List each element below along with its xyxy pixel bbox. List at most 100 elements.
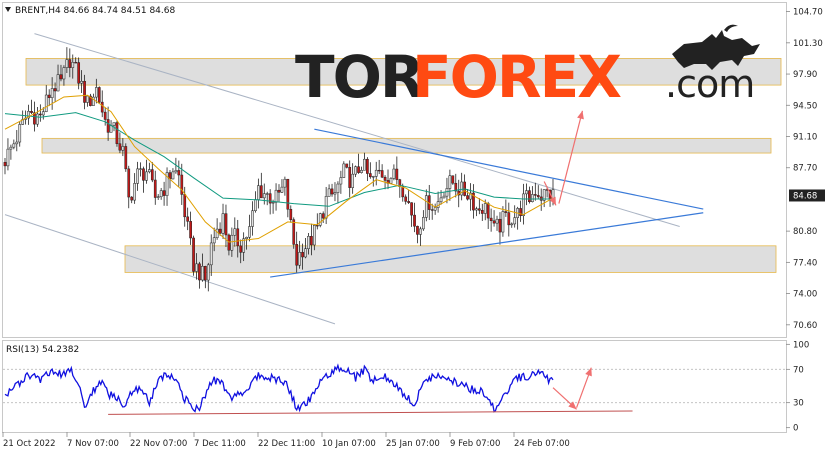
candle-body [215, 228, 219, 238]
candle-body [195, 263, 198, 272]
candle-body [248, 226, 251, 238]
candle-body [127, 168, 131, 198]
candle-body [59, 74, 63, 80]
candle-body [189, 221, 192, 239]
candle-body [401, 186, 405, 198]
moving-averages [4, 94, 554, 243]
candle-body [292, 219, 296, 245]
candle-body [115, 122, 119, 144]
rsi-panel-frame [2, 340, 787, 433]
price-tick-label: 70.60 [793, 321, 817, 331]
candle-body [30, 110, 33, 113]
forecast-arrows [543, 110, 584, 206]
candle-body [542, 189, 546, 201]
candle-body [6, 148, 10, 167]
candle-body [351, 173, 355, 188]
candle-body [354, 166, 357, 175]
candlesticks [3, 47, 555, 292]
rsi-header: RSI(13) 54.2382 [6, 345, 79, 355]
candle-body [501, 211, 505, 233]
candle-body [124, 146, 128, 170]
candle-body [153, 179, 157, 198]
price-tick-label: 87.70 [793, 164, 817, 174]
candle-body [159, 190, 163, 198]
candle-body [430, 209, 434, 211]
price-tick-label: 97.90 [793, 70, 817, 80]
candle-body [209, 242, 213, 266]
candle-body [513, 217, 517, 225]
panel-collapse-icon[interactable] [5, 7, 11, 12]
candle-body [307, 236, 310, 249]
candle-body [192, 237, 195, 272]
candle-body [486, 203, 490, 219]
candle-body [9, 146, 13, 150]
resistance-zone [41, 137, 772, 154]
candle-body [112, 122, 116, 126]
candle-body [230, 234, 234, 251]
trendline [270, 212, 704, 278]
candle-body [483, 203, 487, 214]
candle-body [363, 158, 366, 171]
time-tick-label: 22 Nov 07:00 [130, 439, 187, 449]
candle-body [525, 190, 528, 195]
candle-body [271, 202, 275, 204]
trendline [314, 128, 704, 210]
candle-body [422, 217, 425, 230]
candle-body [395, 168, 399, 180]
candle-body [345, 163, 349, 168]
candle-body [357, 166, 360, 173]
candle-body [18, 124, 22, 143]
candle-body [171, 171, 175, 180]
time-tick-label: 24 Feb 07:00 [514, 439, 570, 449]
candle-body [416, 225, 419, 235]
candle-body [89, 95, 92, 106]
price-tick-label: 80.80 [793, 227, 817, 237]
candle-body [472, 192, 475, 211]
logo-tor: TOR [295, 43, 424, 111]
candle-body [504, 211, 508, 213]
candle-body [348, 167, 352, 188]
candle-body [404, 196, 408, 202]
candle-body [165, 172, 169, 196]
candle-body [139, 168, 142, 170]
candle-body [469, 192, 472, 200]
candle-body [53, 88, 57, 92]
candle-body [333, 192, 337, 195]
candle-body [12, 143, 16, 148]
candle-body [130, 196, 134, 201]
candle-body [480, 210, 484, 214]
ma-slow-line [4, 112, 553, 207]
candle-body [71, 62, 75, 68]
candle-body [142, 168, 145, 181]
current-price-label: 84.68 [793, 191, 817, 201]
candle-body [106, 119, 110, 133]
price-tick-label: 94.50 [793, 101, 817, 111]
candle-body [304, 248, 307, 258]
candle-body [186, 216, 190, 222]
candle-body [245, 236, 248, 240]
candle-body [274, 189, 278, 203]
candle-body [366, 158, 369, 174]
candle-body [318, 213, 322, 226]
candle-body [371, 176, 375, 178]
candle-body [56, 74, 60, 92]
candle-body [15, 141, 19, 145]
candle-body [283, 178, 287, 188]
candle-body [212, 237, 216, 244]
symbol-header: BRENT,H4 84.66 84.74 84.51 84.68 [15, 6, 175, 16]
candle-body [36, 113, 39, 125]
candle-body [442, 195, 446, 199]
candle-body [336, 183, 340, 193]
candle-body [156, 196, 160, 198]
ma-fast-line [4, 94, 554, 243]
candle-body [41, 111, 45, 116]
rsi-forecast-arrow-head [568, 401, 577, 410]
resistance-zones [25, 58, 782, 273]
candle-body [257, 185, 260, 200]
logo-dotcom: .com [665, 62, 754, 106]
candle-body [268, 193, 272, 204]
candle-body [410, 202, 413, 216]
candle-body [475, 208, 478, 211]
candle-body [68, 59, 72, 68]
candle-body [206, 264, 210, 281]
